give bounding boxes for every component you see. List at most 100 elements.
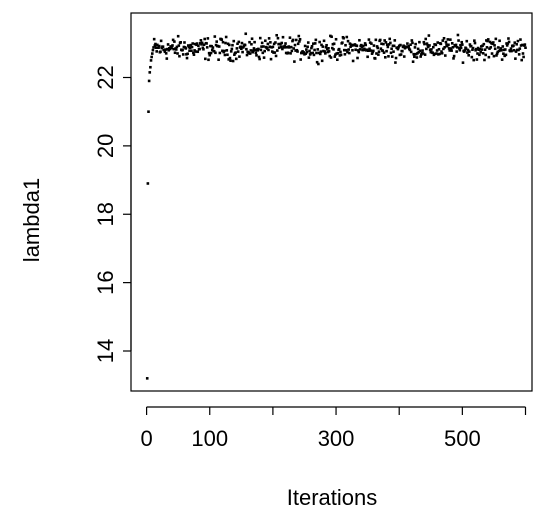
data-point <box>261 51 265 55</box>
data-point <box>271 45 275 49</box>
data-point <box>500 58 504 61</box>
data-point <box>480 48 484 51</box>
data-point <box>198 47 201 51</box>
data-point <box>363 42 367 45</box>
data-point <box>385 49 388 53</box>
data-point <box>455 50 458 53</box>
data-point <box>189 43 193 47</box>
data-point <box>390 47 393 51</box>
data-point <box>213 35 217 38</box>
data-point <box>282 46 286 49</box>
data-point <box>421 52 425 55</box>
data-point <box>366 49 370 53</box>
data-point <box>310 46 313 50</box>
data-point <box>317 62 320 66</box>
data-point <box>259 48 263 52</box>
data-point <box>457 39 460 42</box>
data-point <box>176 34 180 38</box>
data-point <box>465 39 469 43</box>
data-point <box>342 48 346 52</box>
data-point <box>231 43 234 47</box>
data-point <box>192 53 196 56</box>
data-point <box>472 58 476 62</box>
data-point <box>200 41 204 45</box>
y-tick-label: 22 <box>93 65 118 89</box>
data-point <box>357 50 361 54</box>
data-point <box>274 54 278 58</box>
data-point <box>494 37 498 41</box>
data-point <box>289 52 292 55</box>
data-point <box>355 44 359 48</box>
data-point <box>206 37 210 40</box>
data-point <box>512 44 515 47</box>
data-point <box>452 57 455 60</box>
data-point <box>469 44 473 48</box>
data-point <box>514 50 518 53</box>
data-point <box>382 51 386 54</box>
data-point <box>409 43 412 47</box>
data-point <box>149 65 152 69</box>
data-point <box>455 46 459 49</box>
data-point <box>414 42 417 46</box>
data-point <box>342 36 345 40</box>
data-point <box>412 52 416 56</box>
data-point <box>493 44 496 47</box>
data-point <box>498 39 501 43</box>
data-point <box>500 48 503 52</box>
data-point <box>272 42 276 46</box>
data-point <box>251 50 254 54</box>
data-point <box>281 47 284 51</box>
data-point <box>448 49 452 52</box>
data-point <box>502 52 505 55</box>
data-point <box>320 59 324 63</box>
data-point <box>386 45 390 49</box>
data-point <box>444 40 448 44</box>
data-point <box>372 49 375 53</box>
data-point <box>215 40 218 43</box>
data-point <box>518 47 522 50</box>
data-point <box>171 38 175 42</box>
data-point <box>217 45 221 48</box>
data-point <box>229 59 232 63</box>
data-point <box>356 49 360 52</box>
data-point <box>173 40 176 43</box>
data-point <box>289 45 293 49</box>
data-point <box>265 47 269 50</box>
x-axis-label: Iterations <box>287 485 378 510</box>
data-point <box>284 42 287 45</box>
data-point <box>402 55 406 58</box>
data-point <box>399 43 402 47</box>
data-point <box>486 38 490 41</box>
data-point <box>258 36 262 40</box>
data-point <box>482 42 486 46</box>
data-point <box>392 44 396 48</box>
data-point <box>240 47 243 51</box>
data-point <box>288 36 292 39</box>
data-point <box>205 46 209 49</box>
data-point <box>262 56 266 59</box>
data-point <box>312 53 316 57</box>
data-point <box>385 43 389 47</box>
data-point <box>181 53 185 56</box>
data-point <box>384 55 387 59</box>
data-point <box>356 56 359 60</box>
data-point <box>252 49 255 52</box>
data-point <box>302 51 306 54</box>
data-point <box>188 49 191 52</box>
data-point <box>476 52 479 55</box>
data-point <box>199 39 203 42</box>
data-point <box>382 42 385 46</box>
data-point <box>228 56 232 60</box>
data-point <box>521 52 525 55</box>
data-point <box>161 45 165 49</box>
data-point <box>506 42 510 45</box>
data-point <box>253 48 257 52</box>
data-point <box>473 39 476 42</box>
data-point <box>471 46 475 50</box>
data-point <box>333 55 337 58</box>
data-point <box>413 46 417 49</box>
data-point <box>401 49 404 53</box>
data-point <box>332 42 336 46</box>
y-axis-label: lambda1 <box>19 178 44 262</box>
